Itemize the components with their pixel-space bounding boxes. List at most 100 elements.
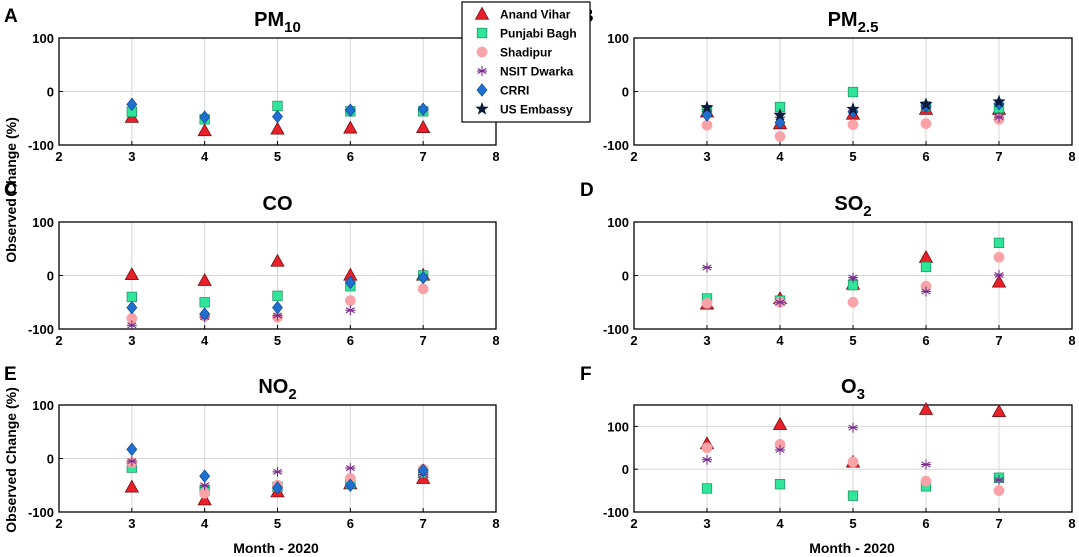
data-point — [847, 119, 859, 131]
data-point — [701, 297, 713, 309]
legend-label: Shadipur — [500, 46, 552, 60]
x-tick-label: 8 — [492, 149, 499, 164]
x-tick-label: 3 — [128, 516, 135, 531]
panel-title-subscript: 3 — [857, 386, 865, 403]
panel-title: O3 — [841, 376, 865, 403]
data-point — [848, 272, 858, 283]
panel-title: NO2 — [258, 376, 296, 403]
data-point — [417, 102, 429, 116]
data-point — [918, 249, 934, 263]
series-anand-vihar — [124, 253, 431, 286]
x-tick-label: 8 — [1068, 149, 1075, 164]
legend-marker — [474, 6, 490, 20]
y-tick-label: -100 — [28, 322, 54, 337]
data-point — [272, 481, 283, 495]
x-tick-label: 6 — [347, 333, 354, 348]
x-tick-label: 7 — [420, 516, 427, 531]
x-tick-label: 4 — [201, 516, 209, 531]
y-tick-label: -100 — [603, 138, 629, 153]
y-tick-label: 0 — [47, 452, 54, 467]
data-point — [920, 118, 932, 130]
x-tick-label: 7 — [420, 333, 427, 348]
x-tick-label: 5 — [274, 149, 281, 164]
data-point — [701, 108, 713, 122]
y-tick-label: 0 — [47, 269, 54, 284]
panel-title-subscript: 2.5 — [858, 19, 879, 36]
y-axis-label-bottom: Observed Change (%) — [3, 387, 19, 532]
data-point — [344, 478, 356, 493]
data-point — [197, 272, 212, 286]
data-point — [991, 404, 1007, 418]
data-point — [921, 286, 931, 297]
data-point — [701, 442, 713, 454]
x-tick-label: 8 — [1068, 333, 1075, 348]
data-point — [701, 483, 713, 494]
x-tick-label: 6 — [922, 149, 929, 164]
legend-marker — [476, 27, 488, 39]
x-tick-label: 4 — [776, 333, 784, 348]
panel-title-main: CO — [263, 193, 293, 215]
series-crri — [126, 97, 429, 124]
y-tick-label: -100 — [603, 322, 629, 337]
x-tick-label: 6 — [922, 516, 929, 531]
panel-title: CO — [263, 193, 293, 215]
x-tick-label: 4 — [776, 149, 784, 164]
data-point — [199, 297, 210, 308]
data-point — [774, 130, 786, 142]
series-crri — [126, 270, 429, 321]
x-tick-label: 8 — [1068, 516, 1075, 531]
x-tick-label: 8 — [492, 516, 499, 531]
legend-label: CRRI — [500, 84, 529, 98]
x-tick-label: 3 — [128, 149, 135, 164]
data-point — [847, 86, 859, 98]
x-tick-label: 4 — [201, 333, 209, 348]
legend-box — [461, 1, 591, 123]
data-point — [344, 103, 356, 117]
panel-title-main: PM — [254, 9, 284, 31]
data-point — [197, 492, 212, 506]
legend-entry: Shadipur — [476, 46, 552, 60]
x-tick-label: 2 — [630, 333, 637, 348]
series-shadipur — [701, 251, 1005, 309]
x-tick-label: 8 — [492, 333, 499, 348]
panel-letter: C — [4, 180, 18, 201]
panel-title: PM10 — [254, 9, 301, 36]
data-point — [197, 123, 212, 137]
data-point — [270, 121, 285, 135]
data-point — [772, 416, 788, 430]
legend-entry: CRRI — [476, 83, 529, 98]
x-tick-label: 5 — [849, 516, 856, 531]
legend: Anand Vihar Punjabi Bagh Shadipur NSIT Dwar… — [461, 1, 591, 123]
data-point — [124, 479, 140, 493]
series-shadipur — [701, 438, 1005, 497]
panel-title-subscript: 10 — [284, 19, 301, 36]
data-point — [126, 300, 138, 315]
x-tick-label: 2 — [630, 149, 637, 164]
y-tick-label: 0 — [622, 85, 629, 100]
legend-marker — [476, 83, 488, 97]
x-tick-label: 7 — [420, 149, 427, 164]
panel-title-main: O — [841, 376, 857, 398]
series-shadipur — [126, 283, 429, 324]
y-tick-label: 100 — [607, 31, 629, 46]
data-point — [272, 109, 283, 124]
data-point — [344, 275, 356, 290]
y-tick-label: 0 — [47, 85, 54, 100]
data-point — [920, 261, 932, 273]
data-point — [272, 300, 283, 315]
x-tick-label: 3 — [703, 516, 710, 531]
data-point — [272, 466, 283, 477]
data-point — [417, 283, 429, 295]
panel-letter: F — [580, 364, 592, 385]
series-us-embassy — [700, 94, 1006, 121]
series-nsit-dwarka — [702, 422, 1004, 485]
legend-marker — [476, 46, 488, 58]
y-axis-label-top: Observed Change (%) — [3, 117, 19, 262]
data-point — [345, 463, 356, 474]
panel-a: 2 3 4 5 6 7 8 -100 0 100 A PM10 — [4, 6, 500, 164]
x-tick-label: 3 — [703, 333, 710, 348]
x-tick-label: 7 — [995, 516, 1002, 531]
